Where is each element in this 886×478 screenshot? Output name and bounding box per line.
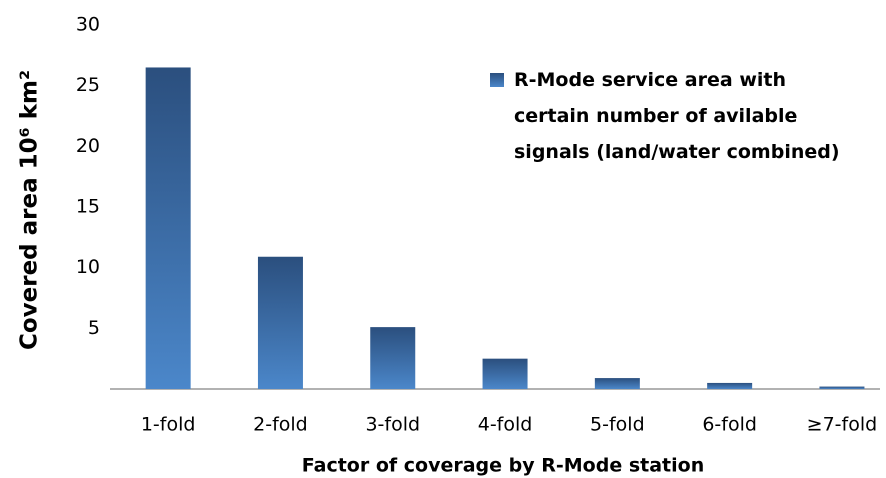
legend-line: signals (land/water combined) [514,141,840,163]
bar [145,67,191,389]
bar [257,256,303,389]
x-tick-label: 5-fold [590,414,645,436]
y-axis-title: Covered area 10⁶ km² [17,70,43,350]
bar [707,382,753,389]
bar [482,358,528,389]
legend-line: certain number of avilable [514,105,797,127]
x-tick-label: 6-fold [702,414,757,436]
x-axis-title: Factor of coverage by R-Mode station [302,455,704,477]
x-tick-label: 4-fold [478,414,533,436]
x-tick-label: 1-fold [141,414,196,436]
y-tick-label: 10 [76,256,100,278]
bar [819,386,865,389]
y-tick-label: 25 [76,74,100,96]
x-tick-label: 2-fold [253,414,308,436]
bar [370,327,416,389]
legend-label: R-Mode service area with certain number o… [514,69,840,163]
x-tick-label: ≥7-fold [807,414,878,436]
y-tick-label: 30 [76,14,100,36]
legend-line: R-Mode service area with [514,69,786,91]
bar [594,378,640,389]
y-tick-label: 20 [76,135,100,157]
y-tick-label: 5 [88,317,100,339]
legend-swatch [490,73,504,87]
x-tick-label: 3-fold [365,414,420,436]
y-tick-label: 15 [76,196,100,218]
